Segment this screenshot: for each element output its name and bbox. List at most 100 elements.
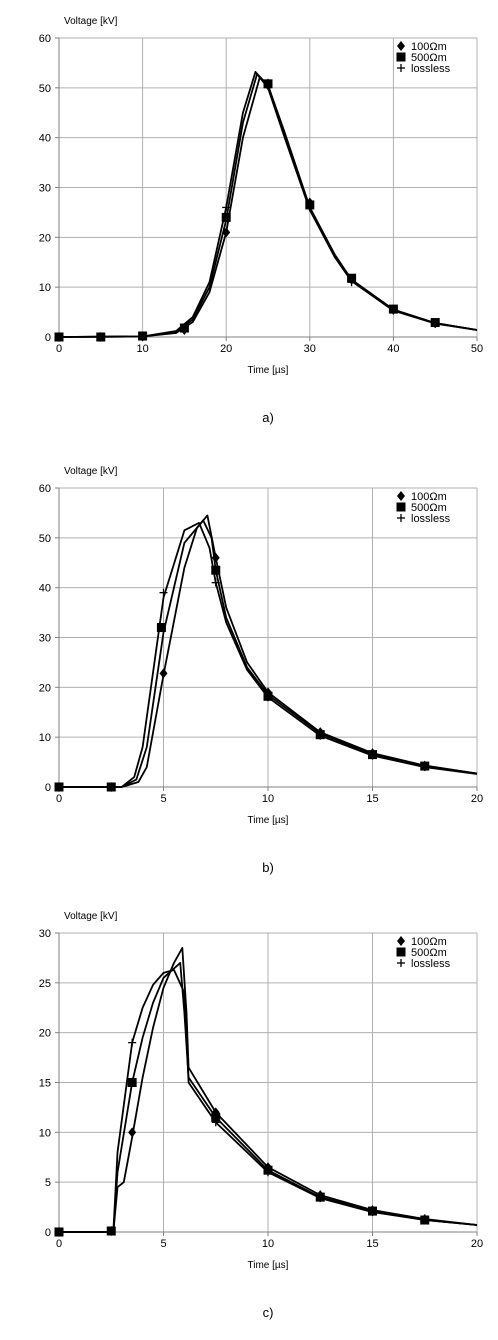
x-tick-label: 0 [56,1238,62,1250]
data-point-diamond [211,1107,220,1118]
chart-panel-a: 0 10 20 30 40 50 60 0 10 20 30 40 50 Voltage [kV] Time… [0,0,498,440]
x-axis-title: Time [µs] [248,1260,289,1271]
legend-label: 100Ωm [411,936,447,948]
data-point-diamond [222,227,231,238]
y-tick-label: 60 [39,33,51,45]
chart-panel-b: 0 10 20 30 40 50 60 0 5 10 15 20 Voltage [kV] Time [µ… [0,450,498,890]
y-axis-title: Voltage [kV] [64,911,118,922]
y-tick-label: 40 [39,583,51,595]
data-point-plus [264,78,272,87]
data-point-plus [128,1038,137,1047]
legend-label: lossless [411,958,451,970]
y-tick-label: 5 [45,1177,51,1189]
legend-label: 500Ωm [411,52,447,64]
data-point-plus [107,1227,116,1236]
y-tick-label: 10 [39,1127,51,1139]
x-tick-label: 20 [471,793,483,805]
x-tick-label: 15 [366,793,378,805]
legend-label: 100Ωm [411,491,447,503]
x-tick-label: 10 [262,1238,274,1250]
x-tick-label: 30 [304,343,316,355]
data-point-plus [55,1228,63,1236]
y-axis-title: Voltage [kV] [64,16,118,27]
data-point-plus [159,588,168,597]
y-tick-label: 0 [45,782,51,794]
x-tick-label: 10 [136,343,148,355]
data-point-square [211,565,221,575]
figure-caption: c) [263,1305,274,1320]
y-tick-label: 20 [39,1028,51,1040]
data-point-plus [316,731,325,740]
legend-marker-diamond [397,41,405,51]
data-point-plus [431,320,440,329]
legend-label: 500Ωm [411,947,447,959]
legend-marker-square [396,52,406,62]
chart-a: 0 10 20 30 40 50 60 0 10 20 30 40 50 Voltage [kV] Time… [39,16,483,425]
legend-marker-square [396,502,406,512]
y-axis-title: Voltage [kV] [64,466,118,477]
y-tick-label: 60 [39,483,51,495]
legend-label: lossless [411,63,451,75]
chart-panel-c: 0 5 10 15 20 25 30 0 5 10 15 20 Voltage [kV] Time [µs… [0,895,498,1335]
x-tick-label: 10 [262,793,274,805]
data-point-plus [211,1118,220,1127]
y-tick-label: 30 [39,183,51,195]
data-point-plus [420,1216,429,1225]
data-point-plus [264,693,272,702]
series-line-0 [59,947,478,1233]
series-line-1 [59,519,478,788]
legend-marker-plus [397,64,405,72]
series-line-2 [59,968,478,1233]
y-tick-label: 30 [39,928,51,940]
y-tick-label: 40 [39,133,51,145]
y-tick-label: 10 [39,282,51,294]
data-point-plus [180,323,189,332]
data-point-plus [55,783,63,791]
data-point-square [211,1112,221,1122]
figure-caption: b) [262,860,274,875]
legend-label: 100Ωm [411,41,447,53]
data-point-plus [107,783,116,791]
data-point-square [221,212,231,222]
x-tick-label: 40 [387,343,399,355]
data-point-plus [211,578,220,587]
legend-label: lossless [411,513,451,525]
legend-marker-diamond [397,491,405,501]
x-tick-label: 0 [56,793,62,805]
data-point-plus [305,203,314,212]
data-point-plus [264,1168,272,1177]
data-point-plus [96,333,105,341]
series-line-1 [58,72,478,338]
y-tick-label: 0 [45,1227,51,1239]
data-point-square [127,1078,137,1087]
x-tick-label: 5 [160,1238,166,1250]
data-point-plus [222,203,231,212]
series-line-2 [58,70,478,338]
data-point-diamond [128,1127,137,1138]
data-point-diamond [211,552,220,563]
data-point-plus [389,306,398,315]
y-tick-label: 15 [39,1078,51,1090]
x-tick-label: 50 [471,343,483,355]
y-tick-label: 30 [39,633,51,645]
y-tick-label: 0 [45,332,51,344]
legend-marker-square [396,947,406,957]
legend-marker-plus [397,959,405,967]
y-tick-label: 50 [39,83,51,95]
series-line-2 [59,521,478,788]
y-tick-label: 20 [39,682,51,694]
x-tick-label: 5 [160,793,166,805]
legend-marker-diamond [397,936,405,946]
x-tick-label: 0 [56,343,62,355]
x-tick-label: 15 [366,1238,378,1250]
data-point-plus [316,1194,325,1203]
x-axis-title: Time [µs] [248,815,289,826]
data-point-square [156,623,166,633]
y-tick-label: 10 [39,732,51,744]
legend-marker-plus [397,514,405,522]
series-line-0 [58,76,478,338]
chart-c: 0 5 10 15 20 25 30 0 5 10 15 20 Voltage [kV] Time [µs… [39,911,483,1320]
x-axis-title: Time [µs] [248,365,289,376]
figure-caption: a) [262,410,274,425]
legend-label: 500Ωm [411,502,447,514]
